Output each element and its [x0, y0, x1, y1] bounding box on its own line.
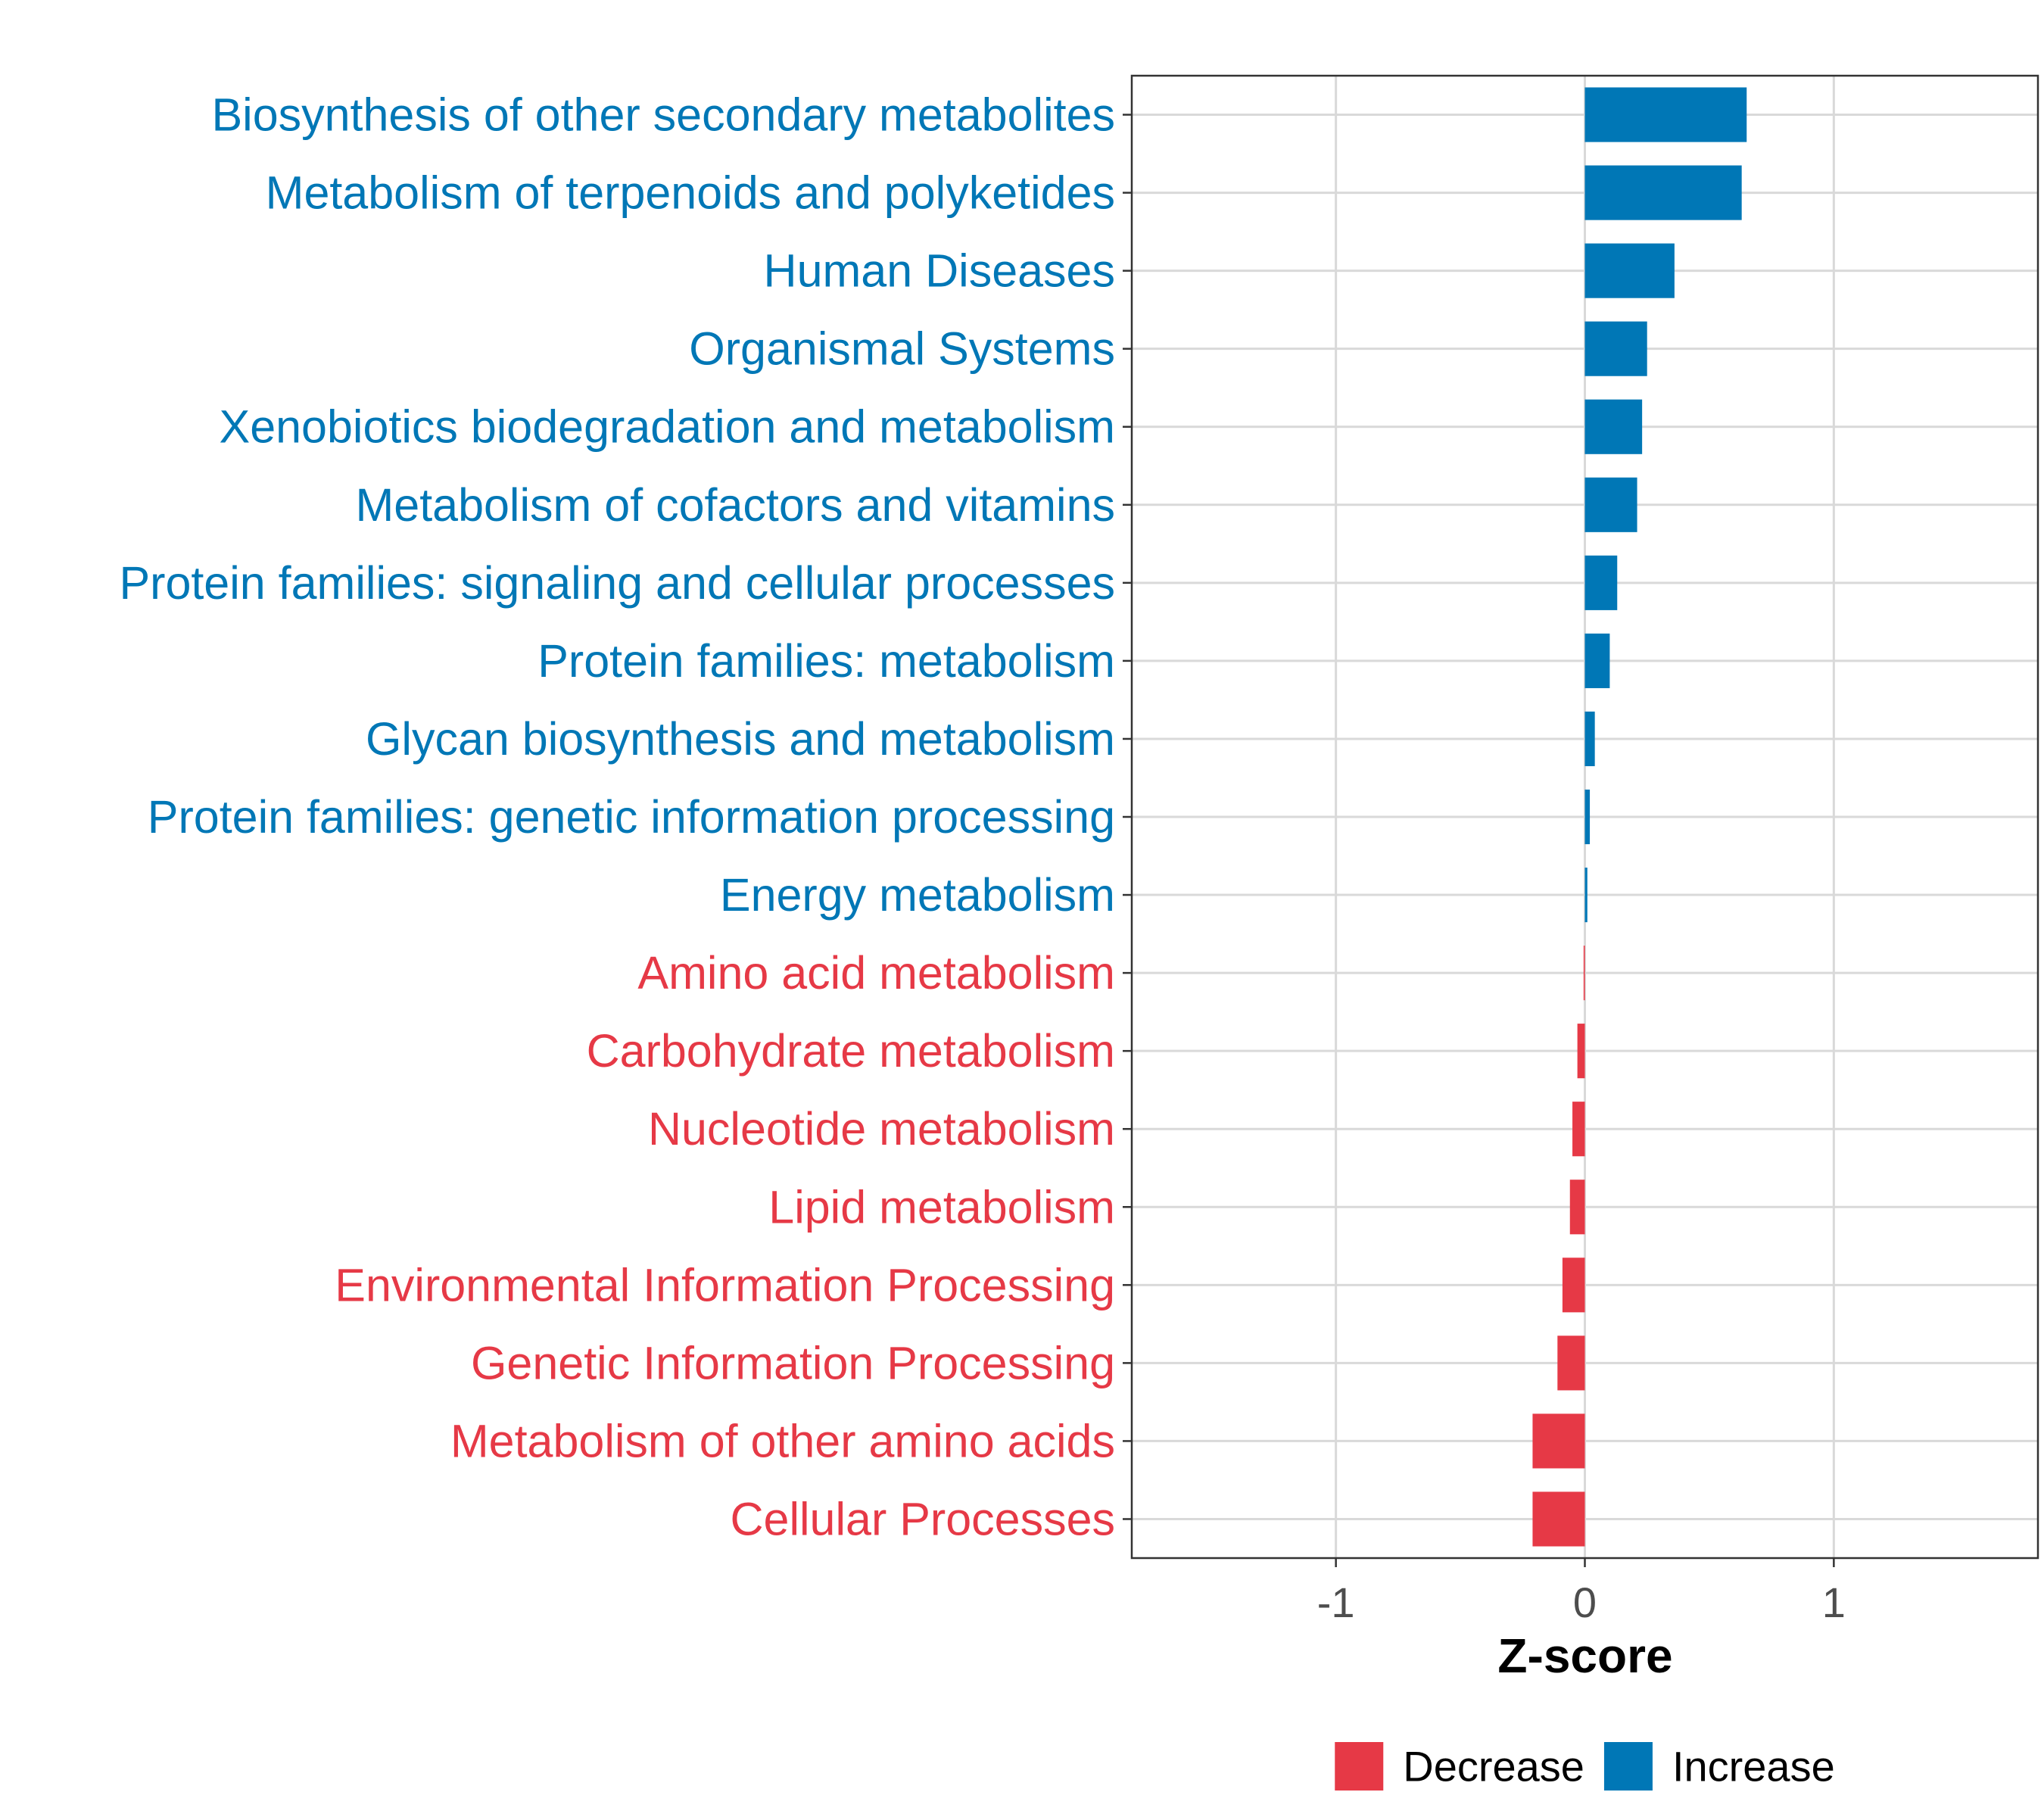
- category-label: Xenobiotics biodegradation and metabolis…: [220, 401, 1115, 453]
- y-axis: Biosynthesis of other secondary metaboli…: [119, 89, 1132, 1544]
- x-tick-label: 1: [1822, 1579, 1846, 1626]
- category-label: Environmental Information Processing: [335, 1259, 1115, 1311]
- category-label: Cellular Processes: [730, 1493, 1115, 1544]
- bar: [1557, 1335, 1585, 1391]
- legend-swatch: [1335, 1742, 1384, 1791]
- category-label: Biosynthesis of other secondary metaboli…: [211, 89, 1115, 141]
- category-label: Lipid metabolism: [768, 1181, 1115, 1233]
- bar: [1584, 711, 1595, 767]
- category-label: Carbohydrate metabolism: [587, 1025, 1115, 1077]
- bar: [1584, 555, 1618, 610]
- bar: [1572, 1102, 1585, 1157]
- bar: [1584, 243, 1675, 298]
- legend-swatch: [1603, 1742, 1653, 1791]
- category-label: Protein families: metabolism: [537, 635, 1115, 687]
- bar: [1584, 399, 1643, 454]
- bar: [1583, 946, 1585, 1001]
- x-axis: -1 0 1: [1317, 1558, 1846, 1626]
- category-label: Metabolism of cofactors and vitamins: [355, 479, 1115, 531]
- bar: [1584, 165, 1742, 220]
- bar: [1532, 1491, 1585, 1547]
- category-label: Human Diseases: [764, 245, 1115, 297]
- category-label: Amino acid metabolism: [637, 947, 1115, 999]
- legend-item-increase: Increase: [1603, 1742, 1835, 1791]
- bar: [1577, 1024, 1585, 1079]
- bar: [1584, 321, 1647, 376]
- bar: [1584, 477, 1637, 532]
- bar: [1569, 1180, 1585, 1235]
- category-label: Genetic Information Processing: [471, 1337, 1115, 1388]
- legend-label: Decrease: [1403, 1743, 1584, 1791]
- bar: [1562, 1258, 1585, 1313]
- bars: [1532, 87, 1747, 1547]
- x-tick-label: -1: [1317, 1579, 1355, 1626]
- x-tick-label: 0: [1573, 1579, 1597, 1626]
- category-label: Metabolism of terpenoids and polyketides: [266, 167, 1115, 219]
- bar: [1584, 87, 1747, 142]
- legend-label: Increase: [1672, 1743, 1835, 1791]
- bar: [1532, 1413, 1585, 1469]
- category-label: Glycan biosynthesis and metabolism: [366, 713, 1115, 765]
- category-label: Metabolism of other amino acids: [450, 1415, 1115, 1466]
- category-label: Organismal Systems: [689, 323, 1115, 375]
- bar: [1584, 867, 1588, 923]
- category-label: Protein families: genetic information pr…: [148, 791, 1115, 843]
- category-label: Protein families: signaling and cellular…: [119, 557, 1115, 609]
- bar: [1584, 789, 1591, 845]
- bar: [1584, 633, 1610, 688]
- category-label: Energy metabolism: [720, 869, 1115, 921]
- legend: Decrease Increase: [1335, 1742, 1835, 1791]
- legend-item-decrease: Decrease: [1335, 1742, 1584, 1791]
- x-axis-title: Z-score: [1497, 1628, 1672, 1683]
- category-label: Nucleotide metabolism: [648, 1103, 1115, 1155]
